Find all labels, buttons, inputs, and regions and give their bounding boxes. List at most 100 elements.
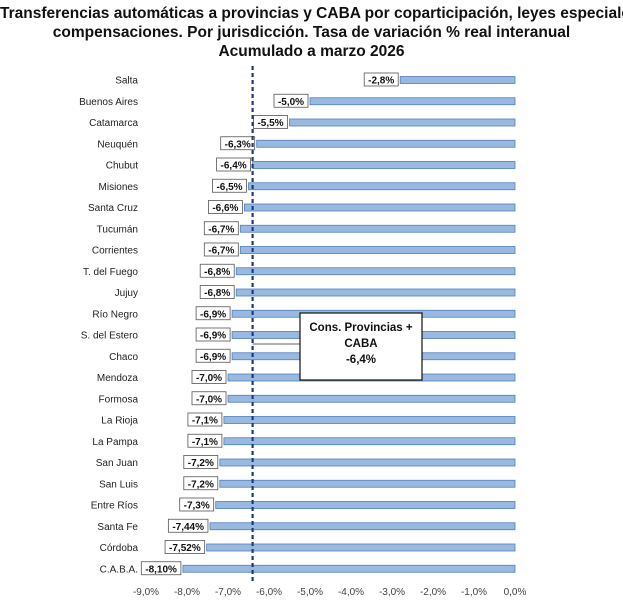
data-label: -5,5% xyxy=(257,118,283,129)
bar-21 xyxy=(209,522,516,531)
category-label: La Pampa xyxy=(92,437,138,448)
data-label: -2,8% xyxy=(368,76,394,87)
data-label: -6,7% xyxy=(208,246,234,257)
data-label: -8,10% xyxy=(145,564,177,575)
data-label: -6,8% xyxy=(204,267,230,278)
category-label: Misiones xyxy=(99,182,138,193)
bar-8 xyxy=(239,246,516,254)
data-label: -6,3% xyxy=(225,139,251,150)
bar-4 xyxy=(252,161,516,169)
category-label: San Juan xyxy=(96,458,138,469)
data-label-box xyxy=(140,561,182,576)
data-label: -6,9% xyxy=(200,331,226,342)
data-label: -7,3% xyxy=(184,501,210,512)
data-label-box xyxy=(191,370,227,384)
data-label-box xyxy=(363,72,399,87)
category-label: San Luis xyxy=(99,479,138,490)
x-tick-label: -6,0% xyxy=(256,587,282,598)
x-tick-label: -4,0% xyxy=(338,587,364,598)
data-label-box xyxy=(273,93,309,108)
data-label: -6,5% xyxy=(216,182,242,193)
category-label: Entre Ríos xyxy=(91,501,138,512)
annotation-box xyxy=(299,312,423,381)
data-label-box xyxy=(203,221,239,236)
chart-title-line-1: Transferencias automáticas a provincias … xyxy=(0,5,623,22)
x-tick-label: -2,0% xyxy=(420,587,446,598)
x-tick-label: -3,0% xyxy=(379,587,405,598)
category-label: Jujuy xyxy=(115,288,138,299)
bar-17 xyxy=(223,437,516,446)
data-label: -5,0% xyxy=(278,97,304,108)
category-label: La Rioja xyxy=(101,416,138,427)
data-label-box xyxy=(207,200,243,214)
data-label-box xyxy=(191,391,227,406)
data-label: -7,44% xyxy=(172,522,204,533)
data-labels-group: -2,8% -5,0% -5,5% -6,3% -6,4% -6,5% -6,6% -6,7%… xyxy=(140,72,399,576)
bar-15 xyxy=(227,394,516,403)
data-label: -6,7% xyxy=(208,224,234,235)
data-label: -7,1% xyxy=(192,437,218,448)
x-tick-label: -7,0% xyxy=(215,587,241,598)
bar-23 xyxy=(182,564,516,573)
bar-16 xyxy=(223,416,516,424)
bar-6 xyxy=(243,203,516,212)
category-label: Buenos Aires xyxy=(79,97,138,108)
reference-group: Cons. Provincias + CABA -6,4% xyxy=(251,66,423,581)
x-tick-label: 0,0% xyxy=(504,587,527,598)
category-label: S. del Estero xyxy=(81,331,139,342)
data-label: -7,52% xyxy=(169,543,201,554)
bar-20 xyxy=(215,501,516,509)
data-label-box xyxy=(195,327,231,342)
bar-7 xyxy=(239,224,516,233)
category-label: Neuquén xyxy=(97,139,138,150)
data-label-box xyxy=(216,157,252,172)
category-label: C.A.B.A. xyxy=(100,564,138,575)
bar-22 xyxy=(206,543,516,552)
data-label: -7,0% xyxy=(196,394,222,405)
category-label: T. del Fuego xyxy=(83,267,138,278)
data-label: -7,2% xyxy=(188,458,214,469)
bars-group xyxy=(182,76,516,573)
x-tick-label: -9,0% xyxy=(133,587,159,598)
data-label-box xyxy=(167,518,209,533)
category-label: Río Negro xyxy=(92,309,138,320)
category-label: Chubut xyxy=(106,161,138,172)
chart-title-line-3: Acumulado a marzo 2026 xyxy=(218,43,405,60)
data-label-box xyxy=(195,306,231,321)
data-label-box xyxy=(212,178,247,193)
chart-title: Transferencias automáticas a provincias … xyxy=(0,4,623,61)
data-label-box xyxy=(199,263,235,278)
data-label-box xyxy=(179,497,215,512)
bar-9 xyxy=(235,267,516,276)
category-label: Chaco xyxy=(109,352,138,363)
category-label: Tucumán xyxy=(97,224,138,235)
category-label: Corrientes xyxy=(92,246,138,257)
data-label: -7,2% xyxy=(188,479,214,490)
data-label-box xyxy=(164,540,206,554)
data-label-box xyxy=(195,348,231,363)
data-label: -7,1% xyxy=(192,416,218,427)
bar-2 xyxy=(289,118,516,127)
data-label-box xyxy=(203,242,239,257)
data-label: -6,9% xyxy=(200,352,226,363)
category-label: Salta xyxy=(115,76,138,87)
data-label: -6,4% xyxy=(221,161,247,172)
annotation-text: CABA xyxy=(344,338,377,350)
bar-19 xyxy=(219,479,516,488)
category-label: Formosa xyxy=(99,394,139,405)
chart-title-line-2: compensaciones. Por jurisdicción. Tasa d… xyxy=(52,24,571,41)
annotation-text: Cons. Provincias + xyxy=(309,322,413,334)
data-label: -6,6% xyxy=(212,203,238,214)
category-label: Catamarca xyxy=(89,118,138,129)
category-label: Santa Cruz xyxy=(88,203,138,214)
data-label-box xyxy=(183,476,219,491)
category-label: Córdoba xyxy=(100,543,139,554)
category-label: Mendoza xyxy=(97,373,139,384)
annotation-text: -6,4% xyxy=(346,354,376,366)
bar-18 xyxy=(219,458,516,467)
category-labels-group: Salta Buenos Aires Catamarca Neuquén Chubut M… xyxy=(79,76,138,576)
data-label-box xyxy=(183,455,219,469)
bar-3 xyxy=(256,139,516,148)
x-tick-label: -1,0% xyxy=(461,587,487,598)
category-label: Santa Fe xyxy=(97,522,138,533)
